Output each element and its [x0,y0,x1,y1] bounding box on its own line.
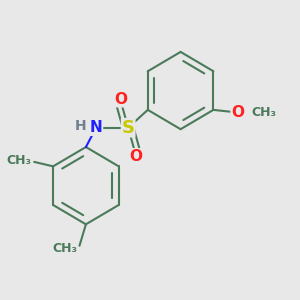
Text: CH₃: CH₃ [52,242,77,255]
Text: S: S [122,119,135,137]
Text: N: N [90,120,103,135]
Text: O: O [231,105,244,120]
Text: O: O [129,149,142,164]
Text: O: O [114,92,128,107]
Text: CH₃: CH₃ [6,154,31,167]
Text: CH₃: CH₃ [251,106,276,119]
Text: H: H [75,119,87,133]
